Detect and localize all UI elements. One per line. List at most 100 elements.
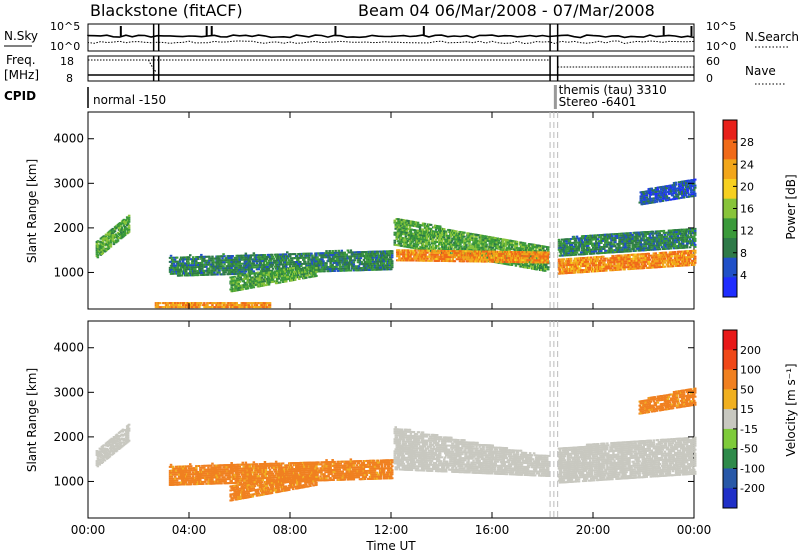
power-cell [416, 243, 420, 246]
power-cell [474, 239, 477, 242]
power-cell [111, 233, 115, 236]
power-cell [169, 272, 173, 275]
power-cell [445, 232, 448, 235]
power-cell [476, 240, 479, 242]
power-cell [254, 275, 258, 278]
power-cell [539, 257, 542, 260]
power-cell [520, 245, 524, 248]
power-cell [251, 264, 255, 267]
power-cell [455, 236, 458, 239]
power-cell [304, 270, 307, 273]
power-cell [238, 262, 241, 265]
power-cell [349, 249, 353, 252]
power-cell [488, 240, 491, 243]
power-cell [308, 256, 311, 259]
power-cell [124, 227, 128, 230]
power-cell [500, 250, 503, 253]
power-cell [405, 227, 409, 230]
power-cell [189, 266, 192, 269]
power-cell [448, 237, 451, 240]
power-cell [287, 272, 290, 274]
power-cell [608, 265, 611, 268]
power-cell [497, 239, 501, 242]
power-cell [249, 258, 253, 261]
power-cell [510, 251, 513, 253]
power-cell [340, 249, 343, 252]
power-cell [407, 222, 411, 225]
power-cell [309, 276, 312, 278]
power-cell [304, 260, 307, 263]
power-cell [407, 251, 410, 254]
power-cell [352, 253, 356, 256]
power-cell [244, 260, 248, 263]
power-cell [496, 237, 499, 240]
power-cell [289, 259, 292, 262]
power-cell [492, 258, 495, 261]
power-cell [410, 224, 414, 227]
power-cell [178, 260, 182, 263]
power-cell [385, 256, 389, 259]
power-cell [495, 241, 498, 244]
power-cell [451, 258, 455, 261]
power-cell [504, 256, 507, 259]
power-cell [456, 258, 460, 261]
power-cell [104, 235, 108, 238]
power-cell [231, 255, 234, 257]
power-cell [274, 276, 278, 279]
power-cell [268, 304, 272, 307]
power-cell [475, 258, 479, 261]
power-cell [207, 302, 210, 305]
power-cell [514, 259, 517, 261]
power-cell [472, 256, 476, 259]
power-cell [376, 258, 380, 261]
power-cell [252, 252, 256, 255]
power-cell [250, 268, 254, 271]
power-cell [409, 242, 413, 245]
power-cell [623, 268, 626, 271]
power-cell [542, 255, 545, 258]
power-cell [527, 255, 530, 258]
power-cell [415, 239, 419, 242]
power-panel [87, 111, 695, 310]
power-cell [611, 259, 614, 262]
power-cell [441, 239, 444, 242]
power-cell [400, 226, 404, 229]
power-cell [300, 275, 303, 278]
power-cell [625, 254, 628, 257]
power-cell [249, 256, 253, 259]
power-cell [439, 225, 442, 228]
power-cell [265, 262, 269, 264]
power-cell [544, 245, 547, 248]
power-cell [471, 235, 474, 238]
power-cell [265, 302, 269, 305]
power-cell [634, 267, 637, 270]
freq-label: Freq. [6, 53, 36, 67]
power-cell [293, 270, 296, 273]
power-cell [297, 274, 300, 277]
power-cell [186, 258, 189, 261]
nave-tick-high: 60 [706, 55, 720, 68]
power-cell [281, 281, 285, 283]
power-cell [575, 267, 579, 270]
power-cell [371, 260, 375, 263]
power-cell [300, 264, 303, 267]
power-cell [255, 283, 259, 286]
power-cell [381, 256, 385, 259]
power-cell [480, 252, 484, 255]
power-cell [601, 267, 604, 270]
power-cell [172, 262, 176, 265]
power-cell [180, 274, 184, 277]
power-cell [627, 264, 630, 267]
power-cell [200, 302, 203, 305]
power-cell [214, 302, 217, 305]
power-cell [468, 258, 472, 261]
power-cell [620, 262, 623, 265]
power-cell [236, 306, 239, 309]
power-cell [266, 275, 270, 278]
power-cell [519, 241, 523, 244]
power-cell [414, 257, 417, 260]
power-cell [272, 259, 276, 262]
power-cell [273, 270, 277, 273]
power-cell [123, 226, 127, 228]
